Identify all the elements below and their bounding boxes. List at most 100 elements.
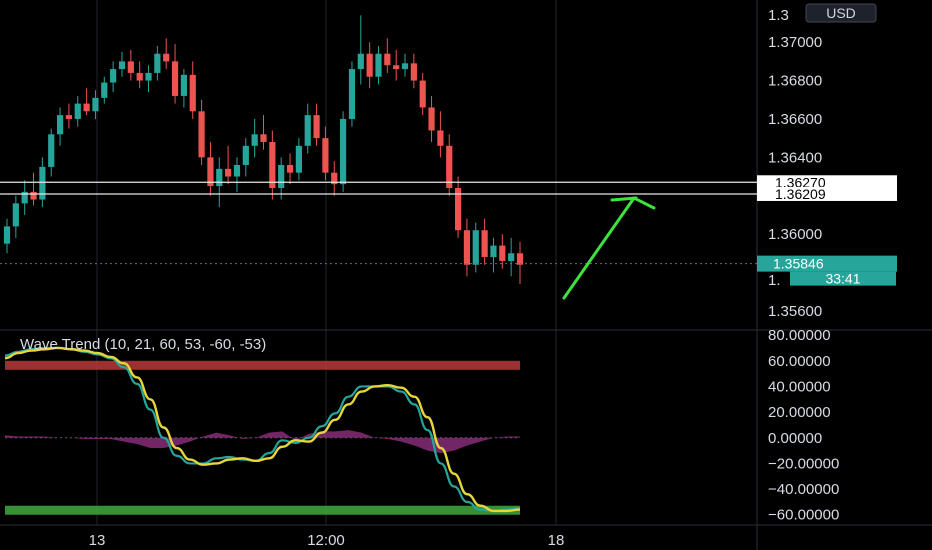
candle-body	[278, 165, 285, 189]
time-tick-label: 18	[548, 532, 565, 549]
candle-body	[251, 134, 258, 146]
price-tag-0: 1.36270	[757, 174, 897, 190]
wavetrend-line-1	[4, 346, 521, 512]
candle-body	[366, 53, 373, 77]
candle-47	[419, 72, 426, 116]
candle-body	[446, 145, 453, 189]
arrow-line	[562, 196, 656, 300]
candle-42	[375, 46, 382, 85]
candle-body	[410, 63, 417, 81]
candle-15	[136, 61, 143, 89]
candle-body	[48, 134, 55, 167]
candle-50	[446, 134, 453, 196]
candle-body	[136, 72, 143, 81]
candle-40	[357, 15, 364, 85]
candle-34	[304, 103, 311, 154]
candle-52	[463, 218, 471, 277]
candle-57	[508, 237, 515, 277]
candle-body	[463, 230, 471, 265]
time-tick-label: 13	[89, 532, 106, 549]
candle-8	[74, 95, 81, 127]
candle-body	[12, 203, 19, 227]
currency-button[interactable]: USD	[805, 3, 877, 23]
candle-body	[163, 53, 170, 62]
candle-44	[393, 49, 400, 81]
indicator-tick-label: −60.00000	[768, 507, 839, 524]
candle-13	[118, 51, 126, 77]
indicator-tick-label: 0.00000	[768, 430, 822, 447]
candle-58	[516, 241, 524, 284]
candle-body	[286, 165, 294, 173]
overbought-band	[5, 360, 520, 370]
candle-23	[207, 141, 214, 196]
candle-body	[499, 245, 506, 261]
candle-19	[171, 44, 179, 104]
price-axis-partial-top: 1.3	[768, 7, 789, 24]
candle-body	[30, 191, 37, 200]
candle-body	[198, 111, 205, 158]
candle-body	[145, 72, 152, 81]
time-tick-label: 12:00	[307, 532, 345, 549]
candle-body	[340, 118, 347, 185]
price-tick-label: 1.36400	[768, 149, 822, 166]
candle-body	[101, 82, 108, 98]
candle-45	[401, 53, 409, 77]
candle-body	[260, 134, 267, 142]
price-tick-label: 1.36000	[768, 226, 822, 243]
candle-body	[242, 145, 249, 165]
candle-body	[490, 245, 497, 258]
candle-body	[118, 61, 126, 70]
candle-body	[508, 253, 515, 261]
candle-11	[101, 76, 108, 104]
indicator-axis[interactable]: 80.00000 60.00000 40.00000 20.00000 0.00000 −…	[768, 327, 839, 524]
candle-0	[3, 218, 11, 254]
candle-body	[189, 74, 196, 112]
candle-body	[225, 168, 232, 177]
candle-48	[428, 95, 435, 142]
indicator-title[interactable]: Wave Trend (10, 21, 60, 53, -60, -53)	[20, 336, 266, 353]
candle-41	[366, 42, 373, 89]
candle-body	[357, 53, 364, 70]
candle-1	[12, 195, 19, 238]
countdown-bg	[790, 271, 896, 286]
candle-18	[163, 38, 170, 70]
wavetrend-line-2	[4, 346, 521, 513]
candle-body	[313, 115, 320, 139]
price-tag-bg	[757, 175, 897, 190]
candle-body	[331, 172, 338, 185]
candle-25	[225, 145, 232, 185]
time-axis[interactable]: 13 12:00 18	[89, 532, 565, 549]
candle-20	[180, 69, 187, 108]
candle-body	[269, 141, 276, 189]
price-axis[interactable]: 1.37000 1.36800 1.36600 1.36400 1.36000 1.356…	[768, 34, 822, 320]
candle-body	[74, 103, 81, 119]
candle-14	[127, 49, 134, 81]
candle-21	[189, 61, 196, 119]
candle-body	[21, 191, 28, 204]
candle-39	[348, 61, 356, 127]
candlestick-series	[3, 15, 524, 284]
candle-body	[348, 69, 356, 119]
candle-body	[127, 61, 134, 73]
histogram-area	[5, 430, 520, 454]
candle-3	[30, 172, 37, 206]
price-tick-label: 1.37000	[768, 34, 822, 51]
candle-body	[454, 188, 462, 231]
candle-46	[410, 53, 417, 89]
candle-27	[242, 138, 249, 177]
price-tick-label: 1.35600	[768, 303, 822, 320]
indicator-tick-label: 40.00000	[768, 378, 831, 395]
indicator-tick-label: −20.00000	[768, 455, 839, 472]
candle-body	[295, 145, 302, 173]
candle-54	[481, 218, 488, 265]
candle-43	[384, 38, 391, 73]
oversold-band	[5, 505, 520, 515]
price-tag-label: 1.36270	[775, 174, 826, 190]
candle-body	[39, 166, 46, 200]
candle-7	[65, 103, 73, 129]
candle-30	[269, 130, 276, 200]
candle-body	[180, 74, 187, 96]
candle-2	[21, 180, 28, 215]
